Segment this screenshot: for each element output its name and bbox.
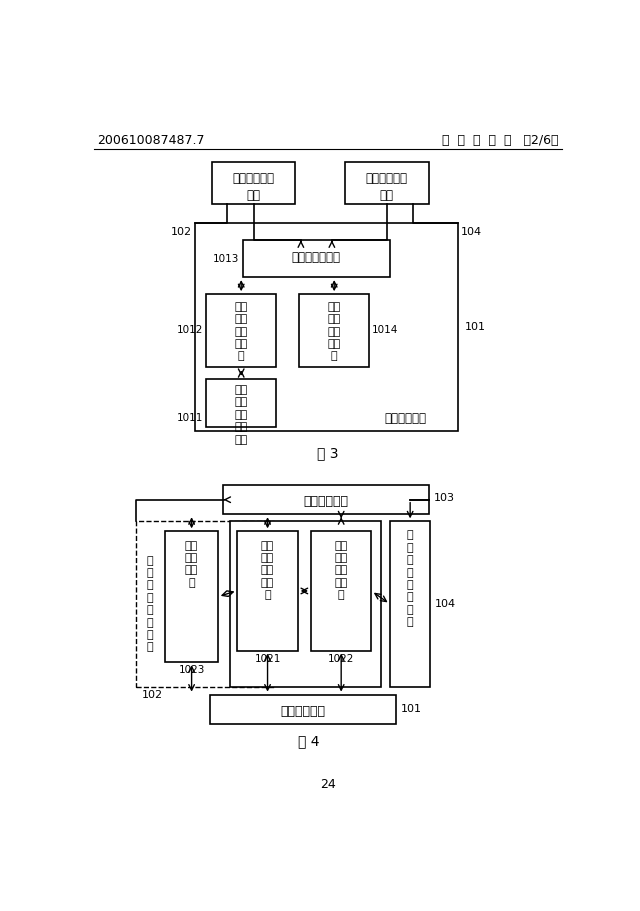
Text: 业
务
逻
辑
处
理
模
块: 业 务 逻 辑 处 理 模 块 (407, 530, 413, 628)
Text: 1014: 1014 (372, 325, 399, 335)
Text: 1023: 1023 (179, 665, 205, 675)
Bar (390, 521, 430, 687)
Bar (136, 521, 274, 687)
Text: 104: 104 (435, 599, 456, 609)
Text: 101: 101 (465, 322, 485, 333)
Bar (223, 485, 429, 515)
Bar (311, 531, 371, 650)
Text: 脚
本
语
言
解
析
模
块: 脚 本 语 言 解 析 模 块 (147, 556, 153, 652)
Text: 1012: 1012 (177, 325, 204, 335)
Bar (345, 161, 429, 204)
Text: 图 3: 图 3 (317, 445, 339, 460)
Bar (212, 161, 296, 204)
Bar (206, 294, 276, 367)
Text: 1013: 1013 (213, 253, 239, 263)
Bar (230, 521, 381, 687)
Text: 图 4: 图 4 (298, 734, 319, 749)
Bar (165, 531, 218, 662)
Text: 24: 24 (320, 778, 336, 791)
Text: 1011: 1011 (177, 414, 204, 424)
Text: 103: 103 (433, 493, 454, 503)
Text: 业务逻辑处理
模块: 业务逻辑处理 模块 (366, 172, 408, 202)
Text: 地图
脚本
解析
子模
块: 地图 脚本 解析 子模 块 (335, 540, 348, 600)
Text: 1021: 1021 (254, 654, 281, 664)
Text: 101: 101 (401, 704, 422, 714)
Bar (243, 241, 390, 277)
Text: 1022: 1022 (328, 654, 355, 664)
Text: 数据控制子模块: 数据控制子模块 (292, 251, 341, 264)
Text: 102: 102 (142, 690, 163, 700)
Text: 用户界面模块: 用户界面模块 (303, 495, 349, 508)
Text: 数据处理模块: 数据处理模块 (385, 412, 426, 425)
Text: 脚本解析语言
模块: 脚本解析语言 模块 (232, 172, 275, 202)
Bar (237, 531, 298, 650)
Text: 事件
控制
子模
块: 事件 控制 子模 块 (185, 540, 198, 588)
Text: 本地
文件
访问
子模
块: 本地 文件 访问 子模 块 (328, 302, 341, 362)
Text: 网络
接入
点选
择子
模块: 网络 接入 点选 择子 模块 (235, 385, 248, 445)
Bar (206, 379, 276, 426)
Bar (195, 223, 458, 431)
Text: 200610087487.7: 200610087487.7 (97, 134, 205, 147)
Text: 102: 102 (170, 227, 191, 237)
Text: 104: 104 (461, 227, 483, 237)
Text: 网络
链路
处理
子模
块: 网络 链路 处理 子模 块 (235, 302, 248, 362)
Bar (300, 294, 369, 367)
Text: 数据处理模块: 数据处理模块 (281, 704, 326, 718)
Text: 页面
脚本
解析
子模
块: 页面 脚本 解析 子模 块 (261, 540, 274, 600)
Bar (210, 694, 396, 723)
Text: 说  明  书  附  图   第2/6页: 说 明 书 附 图 第2/6页 (442, 134, 559, 147)
